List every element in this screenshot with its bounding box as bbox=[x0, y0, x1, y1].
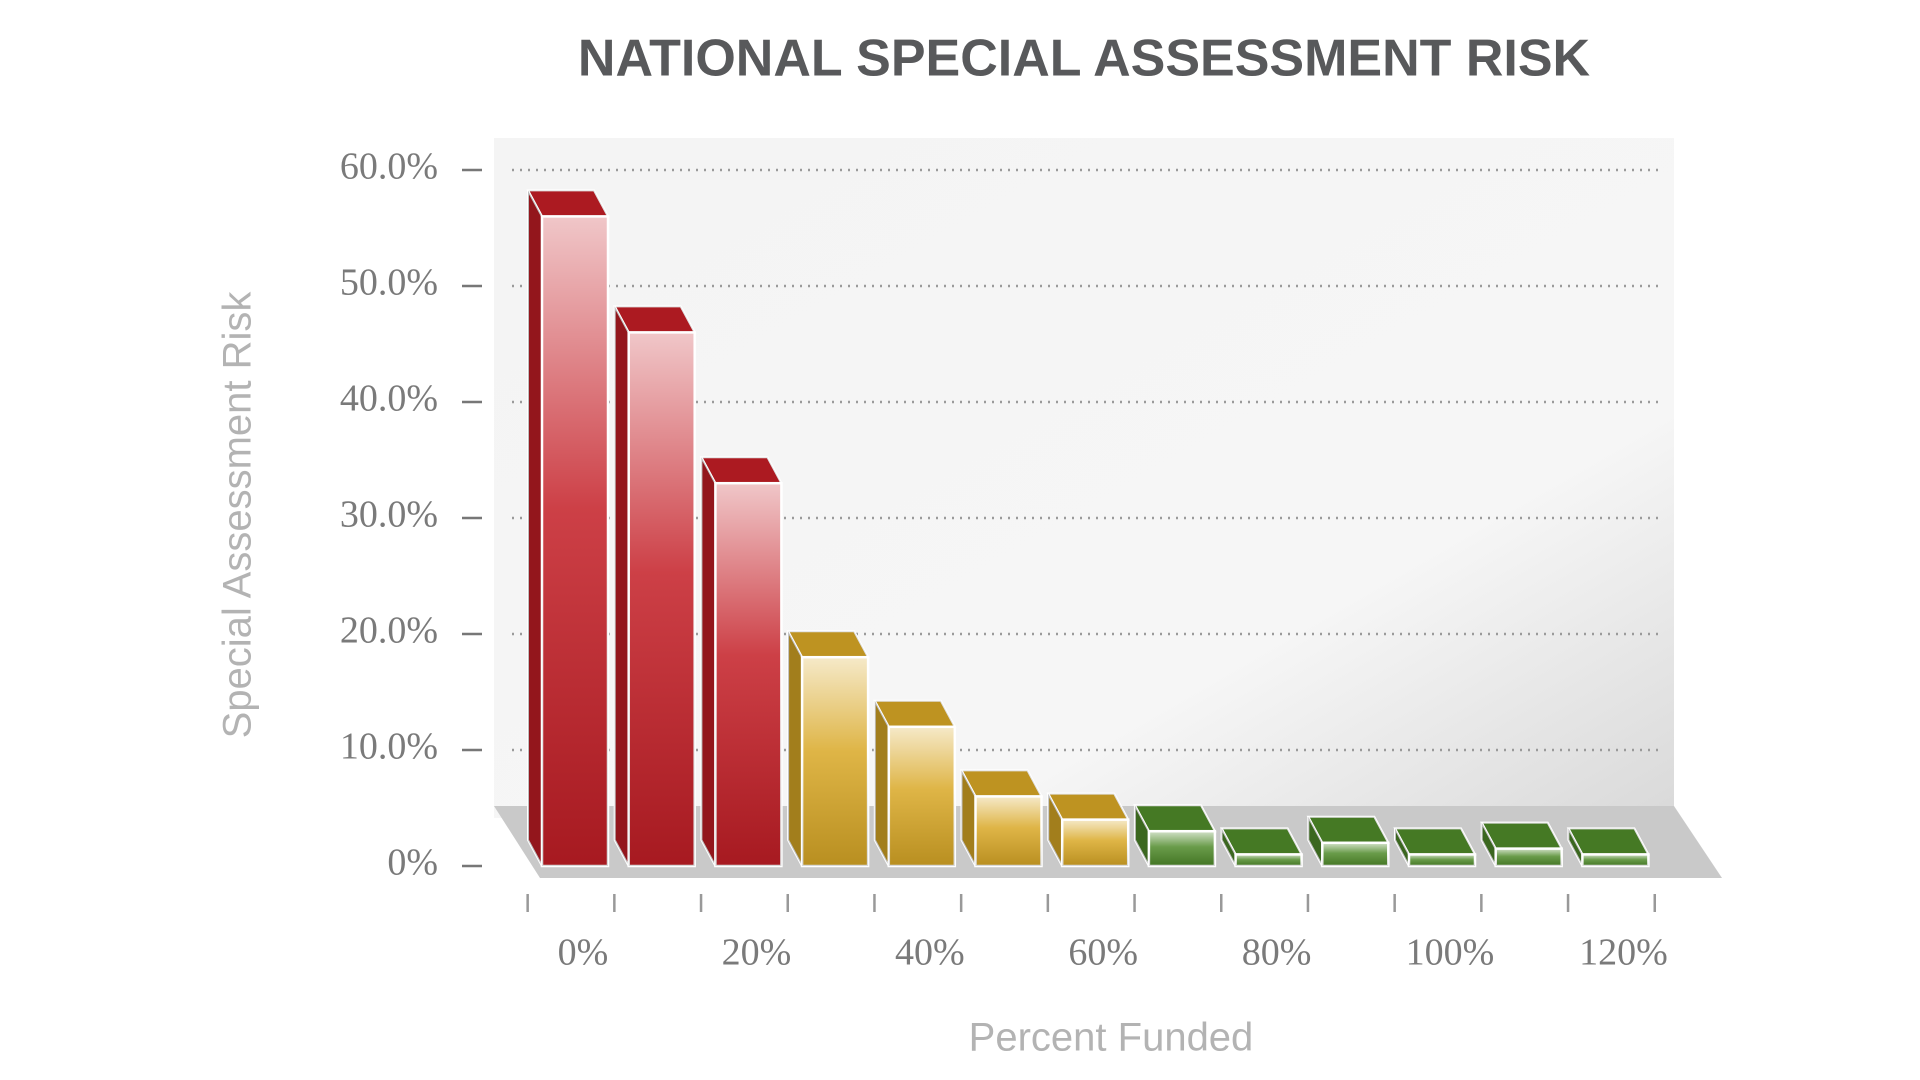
bar-shine bbox=[542, 216, 608, 866]
bar-side-shade bbox=[528, 190, 542, 866]
bars bbox=[526, 189, 1651, 868]
bar-top-shade bbox=[1568, 828, 1649, 855]
bar-top-shade bbox=[788, 631, 869, 658]
y-tick-label: 50.0% bbox=[340, 262, 438, 304]
x-tick-label: 0% bbox=[558, 932, 609, 974]
bar-side-shade bbox=[961, 770, 976, 866]
bar-top-shade bbox=[1481, 822, 1562, 849]
bar-side-shade bbox=[1481, 822, 1496, 866]
bar-side-shade bbox=[1221, 828, 1236, 866]
x-tick-label: 60% bbox=[1068, 932, 1138, 974]
y-axis-title: Special Assessment Risk bbox=[216, 291, 260, 739]
bar-shine bbox=[1409, 854, 1475, 866]
bar-shine bbox=[1148, 831, 1215, 866]
y-tick-label: 60.0% bbox=[340, 146, 438, 188]
x-tick-label: 120% bbox=[1579, 932, 1668, 974]
x-tick-label: 20% bbox=[722, 932, 792, 974]
bar-shine bbox=[628, 332, 695, 866]
bar-top-shade bbox=[1395, 828, 1475, 855]
bar-top-shade bbox=[1048, 793, 1129, 820]
bar-top-shade bbox=[701, 457, 782, 484]
bar-shine bbox=[888, 726, 955, 866]
bar-side-shade bbox=[874, 700, 889, 866]
bar-side-shade bbox=[1568, 828, 1583, 866]
bar-shine bbox=[802, 657, 869, 866]
bar-top-shade bbox=[874, 700, 955, 727]
y-tick-label: 40.0% bbox=[340, 378, 438, 420]
bar-side-shade bbox=[788, 631, 803, 866]
x-tick-label: 40% bbox=[895, 932, 965, 974]
bar-shine bbox=[975, 796, 1042, 866]
y-tick-label: 20.0% bbox=[340, 610, 438, 652]
x-axis-title: Percent Funded bbox=[969, 1016, 1254, 1060]
bar-shine bbox=[1322, 842, 1389, 866]
bar-top-shade bbox=[1134, 805, 1215, 832]
bar-side-shade bbox=[1395, 828, 1409, 866]
y-tick-label: 30.0% bbox=[340, 494, 438, 536]
bar-top-shade bbox=[528, 190, 608, 217]
bar-shine bbox=[1495, 848, 1562, 866]
bar-shine bbox=[1235, 854, 1302, 866]
bar-top-shade bbox=[614, 306, 695, 333]
bar-side-shade bbox=[1134, 805, 1149, 866]
bar-side-shade bbox=[1048, 793, 1063, 866]
bar-side-shade bbox=[701, 457, 716, 866]
bar-top-shade bbox=[961, 770, 1042, 797]
bar-side-shade bbox=[614, 306, 629, 866]
bar-shine bbox=[715, 483, 782, 866]
x-tick-label: 80% bbox=[1242, 932, 1312, 974]
bar-top-shade bbox=[1221, 828, 1302, 855]
bar-shine bbox=[1582, 854, 1649, 866]
chart-title: NATIONAL SPECIAL ASSESSMENT RISK bbox=[578, 30, 1591, 88]
bar-top-shade bbox=[1308, 816, 1389, 843]
x-tick-label: 100% bbox=[1406, 932, 1495, 974]
y-tick-label: 0% bbox=[387, 842, 438, 884]
bar-side-shade bbox=[1308, 816, 1323, 866]
bar-shine bbox=[1062, 819, 1129, 866]
y-tick-label: 10.0% bbox=[340, 726, 438, 768]
